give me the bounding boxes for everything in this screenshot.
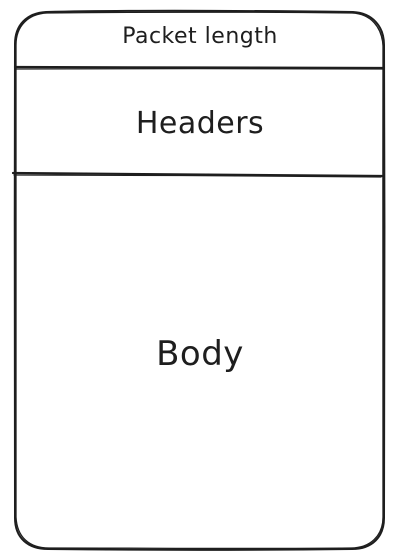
headers-divider xyxy=(11,171,384,178)
packet-outline-sketch-pass xyxy=(15,11,384,550)
length-divider xyxy=(13,65,386,70)
packet-outline xyxy=(13,9,386,551)
body-label: Body xyxy=(156,334,244,374)
headers-divider-sketch-pass xyxy=(13,174,382,178)
headers-label: Headers xyxy=(135,106,265,141)
packet-length-label: Packet length xyxy=(122,24,278,49)
